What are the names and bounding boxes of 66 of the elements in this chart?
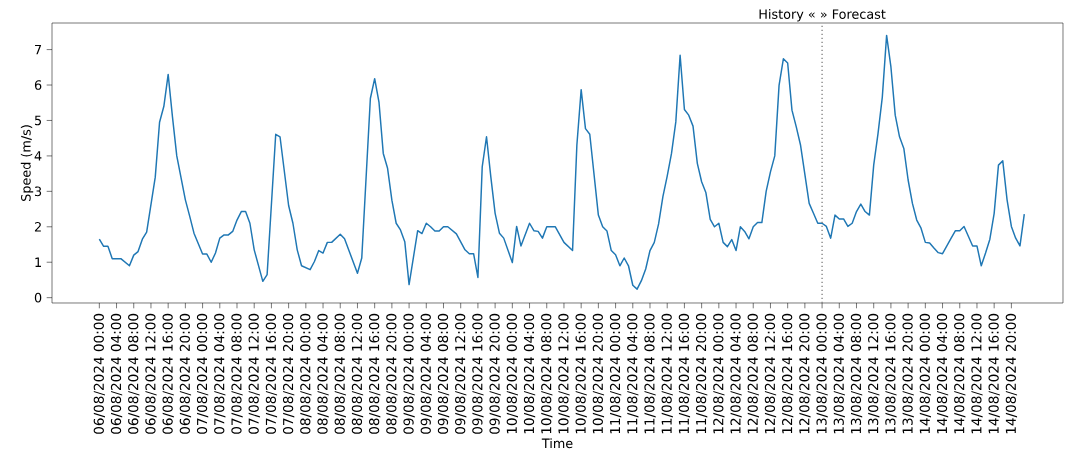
x-tick-label: 10/08/2024 16:00 bbox=[575, 313, 587, 434]
x-tick-label: 09/08/2024 00:00 bbox=[403, 313, 415, 434]
x-tick-label: 10/08/2024 00:00 bbox=[506, 313, 518, 434]
x-tick-label: 09/08/2024 04:00 bbox=[420, 313, 432, 434]
y-tick-label: 6 bbox=[34, 80, 42, 90]
x-tick-label: 08/08/2024 20:00 bbox=[386, 313, 398, 434]
x-tick-label: 12/08/2024 00:00 bbox=[713, 313, 725, 434]
x-tick-label: 08/08/2024 00:00 bbox=[300, 313, 312, 434]
x-tick-label: 06/08/2024 04:00 bbox=[110, 313, 123, 434]
x-tick-label: 08/08/2024 08:00 bbox=[334, 313, 346, 434]
x-tick-label: 09/08/2024 20:00 bbox=[489, 313, 501, 434]
x-tick-label: 07/08/2024 16:00 bbox=[265, 313, 278, 434]
x-tick-label: 09/08/2024 16:00 bbox=[472, 313, 484, 434]
ref-line-label: History « » Forecast bbox=[759, 9, 886, 22]
x-tick-label: 13/08/2024 12:00 bbox=[868, 313, 880, 434]
x-tick-label: 07/08/2024 20:00 bbox=[282, 313, 295, 434]
x-tick-label: 14/08/2024 16:00 bbox=[988, 313, 1000, 434]
x-tick-label: 11/08/2024 12:00 bbox=[661, 313, 673, 434]
x-tick-label: 09/08/2024 08:00 bbox=[437, 313, 450, 434]
x-tick-label: 08/08/2024 12:00 bbox=[351, 313, 364, 434]
x-tick-label: 10/08/2024 20:00 bbox=[592, 313, 605, 434]
x-tick-label: 08/08/2024 16:00 bbox=[369, 313, 381, 434]
x-tick-label: 08/08/2024 04:00 bbox=[317, 313, 329, 434]
x-axis-title: Time bbox=[541, 438, 573, 449]
x-tick-label: 14/08/2024 12:00 bbox=[971, 313, 983, 434]
y-axis-title: Speed (m/s) bbox=[20, 125, 34, 201]
x-tick-label: 07/08/2024 04:00 bbox=[214, 313, 226, 434]
x-tick-label: 14/08/2024 08:00 bbox=[954, 313, 966, 434]
y-tick-label: 5 bbox=[34, 115, 42, 126]
x-tick-label: 14/08/2024 04:00 bbox=[936, 313, 949, 434]
x-tick-label: 10/08/2024 04:00 bbox=[523, 313, 536, 434]
x-tick-label: 13/08/2024 00:00 bbox=[816, 313, 828, 434]
y-tick-label: 3 bbox=[34, 186, 42, 197]
y-tick-label: 0 bbox=[34, 292, 42, 303]
y-tick-label: 7 bbox=[35, 44, 42, 55]
line-series bbox=[98, 34, 1026, 290]
y-tick-label: 1 bbox=[35, 257, 41, 267]
x-tick-label: 13/08/2024 16:00 bbox=[885, 313, 897, 434]
x-tick-label: 13/08/2024 04:00 bbox=[833, 313, 845, 434]
x-tick-label: 06/08/2024 12:00 bbox=[145, 313, 157, 434]
x-tick-label: 14/08/2024 00:00 bbox=[919, 313, 931, 434]
x-tick-label: 13/08/2024 08:00 bbox=[850, 313, 863, 434]
x-tick-label: 07/08/2024 00:00 bbox=[196, 313, 209, 434]
y-tick-label: 4 bbox=[34, 151, 42, 161]
x-tick-label: 06/08/2024 00:00 bbox=[93, 313, 105, 434]
x-tick-label: 06/08/2024 16:00 bbox=[162, 313, 174, 434]
x-tick-label: 06/08/2024 20:00 bbox=[179, 313, 192, 434]
x-tick-label: 12/08/2024 16:00 bbox=[782, 313, 794, 434]
x-tick-label: 14/08/2024 20:00 bbox=[1005, 313, 1018, 434]
x-tick-label: 06/08/2024 08:00 bbox=[128, 313, 140, 434]
x-tick-label: 10/08/2024 08:00 bbox=[541, 313, 553, 434]
x-tick-label: 12/08/2024 12:00 bbox=[764, 313, 777, 434]
x-tick-label: 12/08/2024 20:00 bbox=[799, 313, 811, 434]
x-tick-label: 11/08/2024 16:00 bbox=[678, 313, 691, 434]
x-tick-label: 12/08/2024 04:00 bbox=[730, 313, 742, 434]
x-tick-label: 13/08/2024 20:00 bbox=[902, 313, 914, 434]
x-tick-label: 11/08/2024 08:00 bbox=[644, 313, 656, 434]
x-tick-label: 12/08/2024 08:00 bbox=[747, 313, 759, 434]
x-tick-label: 11/08/2024 20:00 bbox=[695, 313, 708, 434]
x-tick-label: 10/08/2024 12:00 bbox=[558, 313, 570, 434]
x-tick-label: 07/08/2024 12:00 bbox=[248, 313, 260, 434]
x-tick-label: 09/08/2024 12:00 bbox=[455, 313, 467, 434]
x-tick-label: 07/08/2024 08:00 bbox=[231, 313, 243, 434]
x-tick-label: 11/08/2024 00:00 bbox=[609, 313, 622, 434]
x-tick-label: 11/08/2024 04:00 bbox=[627, 313, 639, 434]
y-tick-label: 2 bbox=[34, 222, 41, 232]
